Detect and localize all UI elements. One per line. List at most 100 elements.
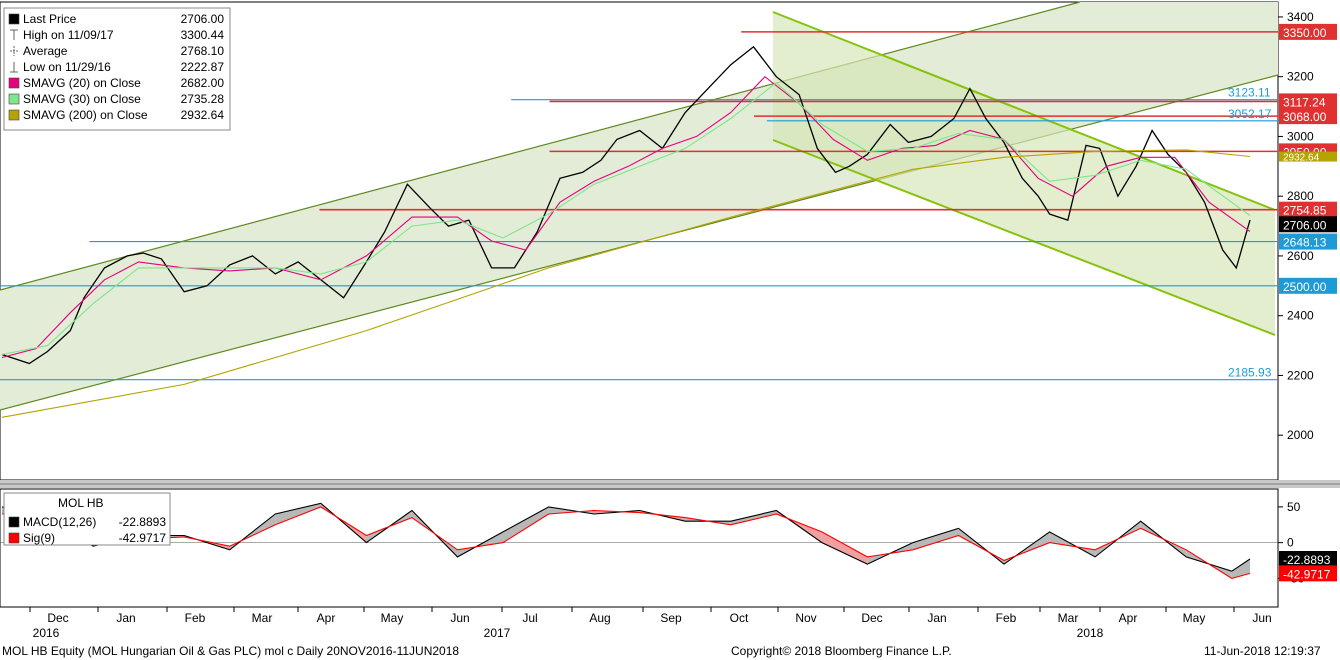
macd-fill-16 [730, 510, 777, 525]
level-tag-0 [1279, 23, 1337, 40]
price-tick-label-6: 3200 [1287, 70, 1314, 84]
macd-line [1, 502, 1251, 572]
legend-swatch-5 [8, 93, 20, 105]
series-last-price [1, 45, 1251, 365]
macd-fill-27 [1231, 559, 1250, 579]
price-tick-label-1: 2200 [1287, 368, 1314, 382]
x-month-label-18: Jun [1252, 611, 1271, 625]
macd-tag-label: -22.8893 [1283, 553, 1331, 567]
signal-line [2, 506, 1251, 579]
downtrend-channel [773, 12, 1275, 335]
x-year-label-2: 2018 [1077, 626, 1104, 640]
price-tick-label-2: 2400 [1287, 309, 1314, 323]
macd-legend-box [3, 492, 171, 546]
macd-legend-value-1: -42.9717 [119, 531, 167, 545]
macd-legend-swatch-1 [8, 532, 20, 544]
level-tag-label-3: 3068.00 [1283, 110, 1327, 124]
footer: MOL HB Equity (MOL Hungarian Oil & Gas P… [0, 643, 1340, 660]
x-month-label-8: Aug [589, 611, 610, 625]
level-tag-3 [1279, 108, 1337, 125]
legend-label-0: Last Price [23, 12, 77, 26]
legend-value-4: 2682.00 [181, 76, 225, 90]
legend-value-3: 2222.87 [181, 60, 225, 74]
legend-label-3: Low on 11/29/16 [23, 60, 111, 74]
legend-swatch-0 [8, 13, 20, 25]
legend-label-4: SMAVG (20) on Close [23, 76, 141, 90]
x-month-label-17: May [1183, 611, 1206, 625]
price-tick-label-4: 2800 [1287, 189, 1314, 203]
level-tag-7 [1279, 233, 1337, 250]
macd-legend-value-0: -22.8893 [119, 515, 167, 529]
x-month-label-12: Dec [861, 611, 882, 625]
downtrend-upper-line [772, 11, 1276, 211]
footer-security: MOL HB Equity (MOL Hungarian Oil & Gas P… [2, 644, 460, 658]
legend-value-5: 2735.28 [181, 92, 225, 106]
legend-value-6: 2932.64 [181, 108, 225, 122]
sma200-tag [1279, 151, 1337, 162]
macd-legend-swatch-0 [8, 516, 20, 528]
macd-legend-label-0: MACD(12,26) [23, 515, 96, 529]
price-legend: Last Price 2706.00 High on 11/09/17 3300.44… [3, 7, 231, 131]
signal-tag-label: -42.9717 [1283, 567, 1331, 581]
macd-legend: MOL HB MACD(12,26) -22.8893 Sig(9) -42.9717 [3, 492, 171, 546]
level-label-9: 2185.93 [1228, 366, 1272, 380]
level-tag-label-6: 2754.85 [1283, 204, 1327, 218]
x-year-label-0: 2016 [33, 626, 60, 640]
legend-label-1: High on 11/09/17 [23, 28, 114, 42]
x-month-label-1: Jan [116, 611, 135, 625]
macd-legend-title: MOL HB [58, 496, 104, 510]
macd-tick-label-1: 0 [1287, 536, 1294, 550]
macd-fill-11 [503, 506, 549, 543]
series-smavg-30-on-close [1, 81, 1251, 356]
x-month-label-6: Jun [450, 611, 469, 625]
x-month-label-2: Feb [185, 611, 206, 625]
price-tick-label-7: 3400 [1287, 10, 1314, 24]
legend-swatch-6 [8, 109, 20, 121]
legend-low-marker [10, 62, 18, 73]
macd-tick-label-0: 50 [1287, 500, 1301, 514]
x-month-label-0: Dec [47, 611, 68, 625]
legend-value-0: 2706.00 [181, 12, 225, 26]
macd-fill-18 [821, 531, 868, 565]
legend-label-5: SMAVG (30) on Close [23, 92, 141, 106]
x-month-label-9: Sep [660, 611, 682, 625]
macd-panel: 500-50-22.8893-42.9717 [0, 488, 1337, 608]
price-tick-label-5: 3000 [1287, 129, 1314, 143]
price-tick-label-3: 2600 [1287, 249, 1314, 263]
footer-copyright: Copyright© 2018 Bloomberg Finance L.P. [731, 644, 952, 658]
x-month-label-5: May [381, 611, 404, 625]
legend-swatch-4 [8, 77, 20, 89]
macd-legend-label-1: Sig(9) [23, 531, 55, 545]
x-month-label-15: Mar [1058, 611, 1079, 625]
x-year-label-1: 2017 [484, 626, 511, 640]
price-tick-label-0: 2000 [1287, 428, 1314, 442]
legend-label-2: Average [23, 44, 68, 58]
price-panel: 3350.003123.113117.243068.003052.172950.… [0, 1, 1340, 488]
x-axis: Dec Jan Feb Mar Apr May Jun Jul Aug Sep Oct Nov Dec J… [29, 607, 1272, 640]
signal-tag [1279, 565, 1337, 582]
level-tag-6 [1279, 201, 1337, 218]
level-tag-8 [1279, 277, 1337, 294]
macd-fill-20 [912, 528, 959, 550]
level-tag-label-2: 3117.24 [1283, 95, 1326, 109]
downtrend-lower-line [772, 139, 1276, 336]
x-month-label-4: Apr [317, 611, 336, 625]
x-month-label-14: Feb [996, 611, 1017, 625]
macd-fill-6 [275, 503, 321, 525]
x-month-label-13: Jan [927, 611, 946, 625]
x-month-label-10: Oct [730, 611, 749, 625]
legend-value-2: 2768.10 [181, 44, 225, 58]
last-price-tag [1279, 216, 1337, 233]
x-month-label-11: Nov [795, 611, 816, 625]
price-legend-box [3, 7, 231, 131]
level-tag-label-7: 2648.13 [1283, 236, 1327, 250]
macd-plot-area [0, 488, 1279, 608]
x-month-label-3: Mar [252, 611, 273, 625]
legend-high-marker [10, 29, 18, 40]
level-tag-label-0: 3350.00 [1283, 26, 1327, 40]
macd-tag [1279, 551, 1337, 568]
series-smavg-200-on-close [1, 149, 1251, 418]
level-tag-label-8: 2500.00 [1283, 280, 1327, 294]
legend-label-6: SMAVG (200) on Close [23, 108, 148, 122]
